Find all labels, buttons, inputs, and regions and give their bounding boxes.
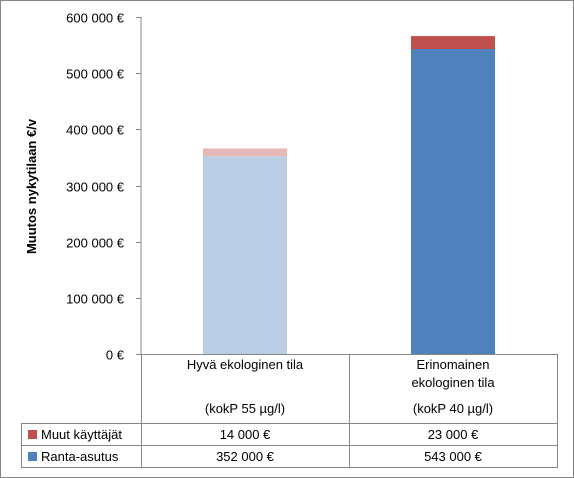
bar-segment [411, 49, 495, 354]
y-tick-label: 500 000 € [66, 67, 125, 82]
legend-swatch [28, 452, 37, 461]
x-category-label: (kokP 55 µg/l) [205, 401, 285, 416]
data-table: Hyvä ekologinen tila (kokP 55 µg/l) Erinom… [21, 354, 558, 468]
legend-entry: Ranta-asutus [41, 449, 119, 464]
data-label: 23 000 € [428, 427, 479, 442]
legend-entry: Muut käyttäjät [41, 427, 122, 442]
bar-segment [203, 156, 287, 354]
data-label: 14 000 € [220, 427, 271, 442]
y-tick-label: 200 000 € [66, 236, 125, 251]
y-tick-label: 100 000 € [66, 292, 125, 307]
y-tick-label: 400 000 € [66, 123, 125, 138]
y-tick-label: 600 000 € [66, 11, 125, 26]
bar-segment [203, 148, 287, 157]
data-label: 352 000 € [216, 449, 275, 464]
legend-swatch [28, 430, 37, 439]
y-axis-title: Muutos nykytilaan €/v [24, 118, 39, 254]
y-tick-label: 300 000 € [66, 180, 125, 195]
data-label: 543 000 € [424, 449, 483, 464]
bar-segment [411, 36, 495, 50]
y-tick-label: 0 € [106, 348, 125, 363]
x-category-label: Erinomainen [417, 357, 490, 372]
bars-layer [203, 36, 495, 354]
x-category-label: Hyvä ekologinen tila [187, 357, 304, 372]
x-category-label: ekologinen tila [411, 375, 495, 390]
x-category-label: (kokP 40 µg/l) [413, 401, 493, 416]
